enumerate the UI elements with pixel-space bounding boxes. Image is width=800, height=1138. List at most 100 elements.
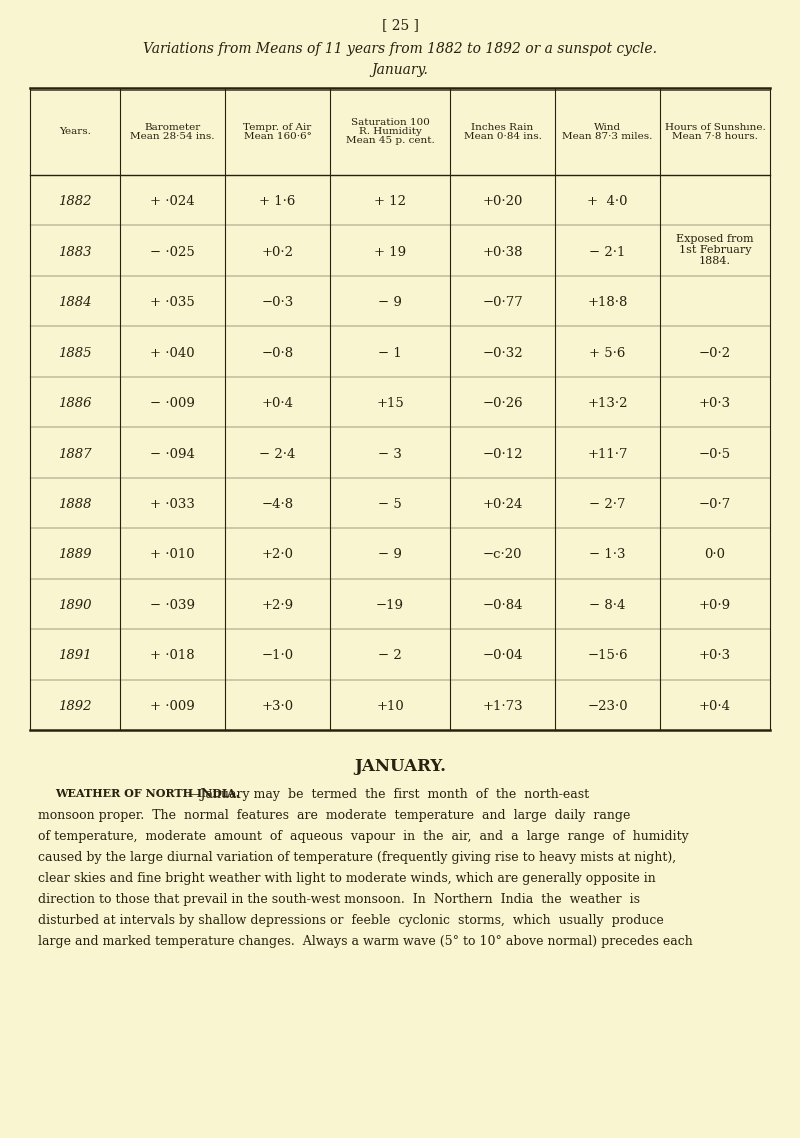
Text: − ·009: − ·009 [150,397,195,410]
Text: −0·84: −0·84 [482,599,522,612]
Text: direction to those that prevail in the south-west monsoon.  In  Northern  India : direction to those that prevail in the s… [38,893,640,906]
Text: −0·32: −0·32 [482,347,523,360]
Text: 1892: 1892 [58,700,92,712]
Text: + 5·6: + 5·6 [590,347,626,360]
Text: Mean 7·8 hours.: Mean 7·8 hours. [672,132,758,140]
Text: Mean 0·84 ins.: Mean 0·84 ins. [463,132,542,140]
Text: clear skies and fine bright weather with light to moderate winds, which are gene: clear skies and fine bright weather with… [38,872,656,885]
Text: of temperature,  moderate  amount  of  aqueous  vapour  in  the  air,  and  a  l: of temperature, moderate amount of aqueo… [38,830,689,843]
Text: − 2: − 2 [378,650,402,662]
Text: +18·8: +18·8 [587,296,628,310]
Text: −1·0: −1·0 [262,650,294,662]
Text: −0·7: −0·7 [699,498,731,511]
Text: +0·38: +0·38 [482,246,522,258]
Text: 1886: 1886 [58,397,92,410]
Text: −0·77: −0·77 [482,296,523,310]
Text: Mean 87·3 miles.: Mean 87·3 miles. [562,132,653,140]
Text: Mean 160·6°: Mean 160·6° [243,132,311,140]
Text: large and marked temperature changes.  Always a warm wave (5° to 10° above norma: large and marked temperature changes. Al… [38,935,693,948]
Text: Years.: Years. [59,127,91,137]
Text: 1890: 1890 [58,599,92,612]
Text: +0·3: +0·3 [699,650,731,662]
Text: +15: +15 [376,397,404,410]
Text: 1884: 1884 [58,296,92,310]
Text: +0·20: +0·20 [482,196,522,208]
Text: − 1: − 1 [378,347,402,360]
Text: − 8·4: − 8·4 [590,599,626,612]
Text: +1·73: +1·73 [482,700,523,712]
Text: +0·3: +0·3 [699,397,731,410]
Text: −0·2: −0·2 [699,347,731,360]
Text: +0·4: +0·4 [262,397,294,410]
Text: monsoon proper.  The  normal  features  are  moderate  temperature  and  large  : monsoon proper. The normal features are … [38,809,630,822]
Text: R. Humidity: R. Humidity [358,127,422,137]
Text: + ·033: + ·033 [150,498,195,511]
Text: − 9: − 9 [378,296,402,310]
Text: 1883: 1883 [58,246,92,258]
Text: —January may  be  termed  the  first  month  of  the  north-east: —January may be termed the first month o… [189,787,590,801]
Text: + ·009: + ·009 [150,700,195,712]
Text: Barometer: Barometer [144,123,201,132]
Text: − 2·7: − 2·7 [590,498,626,511]
Text: +3·0: +3·0 [262,700,294,712]
Text: Mean 45 p. cent.: Mean 45 p. cent. [346,137,434,145]
Text: 1891: 1891 [58,650,92,662]
Text: + ·010: + ·010 [150,549,195,561]
Text: +11·7: +11·7 [587,447,628,461]
Text: −19: −19 [376,599,404,612]
Text: 1887: 1887 [58,447,92,461]
Text: −0·04: −0·04 [482,650,522,662]
Text: −c·20: −c·20 [482,549,522,561]
Text: Mean 28·54 ins.: Mean 28·54 ins. [130,132,214,140]
Text: −0·8: −0·8 [262,347,294,360]
Text: −0·26: −0·26 [482,397,523,410]
Text: caused by the large diurnal variation of temperature (frequently giving rise to : caused by the large diurnal variation of… [38,851,676,864]
Text: JANUARY.: JANUARY. [354,758,446,775]
Text: +  4·0: + 4·0 [587,196,628,208]
Text: Exposed from: Exposed from [676,234,754,245]
Text: +2·0: +2·0 [262,549,294,561]
Text: + 1·6: + 1·6 [259,196,296,208]
Text: 1885: 1885 [58,347,92,360]
Text: − 9: − 9 [378,549,402,561]
Text: +10: +10 [376,700,404,712]
Text: Inches Rain: Inches Rain [471,123,534,132]
Text: + 19: + 19 [374,246,406,258]
Text: January.: January. [371,63,429,77]
Text: +0·24: +0·24 [482,498,522,511]
Text: − ·094: − ·094 [150,447,195,461]
Text: + ·040: + ·040 [150,347,195,360]
Text: +2·9: +2·9 [262,599,294,612]
Text: Wind: Wind [594,123,621,132]
Text: Hours of Sunshıne.: Hours of Sunshıne. [665,123,766,132]
Text: − 5: − 5 [378,498,402,511]
Text: 0·0: 0·0 [705,549,726,561]
Text: Variations from Means of 11 years from 1882 to 1892 or a sunspot cycle.: Variations from Means of 11 years from 1… [143,42,657,56]
Text: Saturation 100: Saturation 100 [350,118,430,127]
Text: − 3: − 3 [378,447,402,461]
Text: disturbed at intervals by shallow depressions or  feeble  cyclonic  storms,  whi: disturbed at intervals by shallow depres… [38,914,664,927]
Text: +0·4: +0·4 [699,700,731,712]
Text: − ·039: − ·039 [150,599,195,612]
Text: − 2·1: − 2·1 [590,246,626,258]
Text: 1884.: 1884. [699,256,731,266]
Text: 1st February: 1st February [678,245,751,255]
Text: +0·2: +0·2 [262,246,294,258]
Text: +13·2: +13·2 [587,397,628,410]
Text: −23·0: −23·0 [587,700,628,712]
Text: − ·025: − ·025 [150,246,195,258]
Text: 1888: 1888 [58,498,92,511]
Text: − 2·4: − 2·4 [259,447,296,461]
Text: −15·6: −15·6 [587,650,628,662]
Text: + ·018: + ·018 [150,650,195,662]
Text: −0·5: −0·5 [699,447,731,461]
Text: 1889: 1889 [58,549,92,561]
Text: Tempr. of Air: Tempr. of Air [243,123,312,132]
Text: −0·12: −0·12 [482,447,522,461]
Text: WEATHER OF NORTH INDIA.: WEATHER OF NORTH INDIA. [55,787,240,799]
Text: 1882: 1882 [58,196,92,208]
Text: +0·9: +0·9 [699,599,731,612]
Text: + 12: + 12 [374,196,406,208]
Text: −4·8: −4·8 [262,498,294,511]
Text: [ 25 ]: [ 25 ] [382,18,418,32]
